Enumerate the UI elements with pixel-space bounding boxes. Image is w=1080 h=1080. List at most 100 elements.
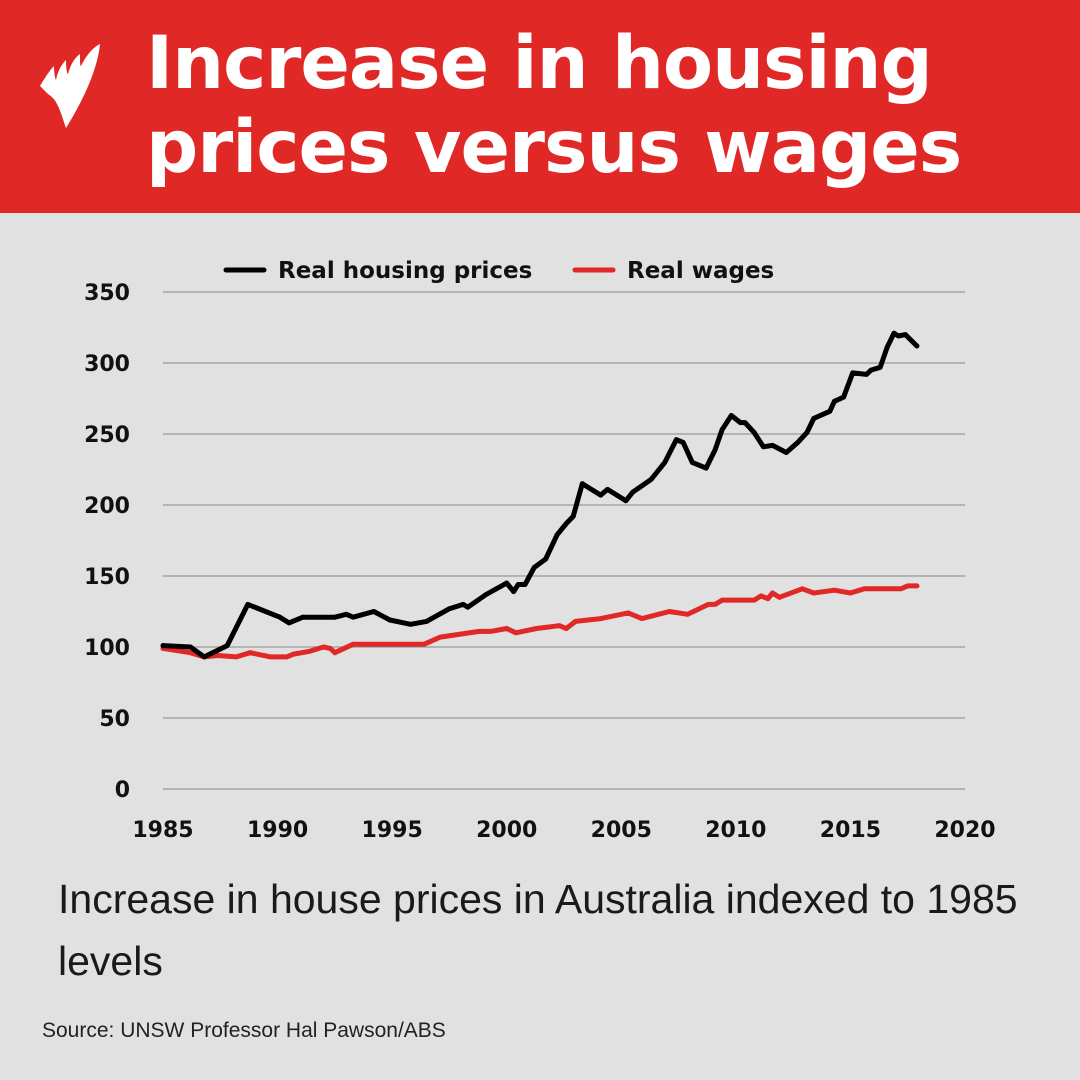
housing-point bbox=[712, 447, 718, 453]
wages-point bbox=[284, 654, 290, 660]
wages-point bbox=[188, 650, 193, 656]
housing-point bbox=[719, 427, 725, 433]
housing-point bbox=[387, 617, 393, 623]
wages-point bbox=[504, 626, 510, 631]
wages-point bbox=[421, 641, 427, 647]
housing-point bbox=[605, 486, 610, 492]
housing-point bbox=[543, 556, 549, 562]
wages-point bbox=[557, 623, 562, 629]
housing-point bbox=[465, 604, 471, 610]
wages-point bbox=[327, 646, 333, 651]
housing-point bbox=[554, 532, 560, 538]
title-line-2: prices versus wages bbox=[146, 105, 962, 190]
housing-point bbox=[579, 481, 585, 487]
wages-point bbox=[476, 628, 482, 634]
housing-point bbox=[515, 582, 521, 587]
housing-point bbox=[408, 621, 413, 627]
x-tick-label: 2010 bbox=[705, 818, 766, 843]
housing-point bbox=[332, 614, 338, 620]
legend-label: Real housing prices bbox=[278, 258, 532, 284]
header-banner: Increase in housing prices versus wages bbox=[0, 0, 1080, 213]
wages-point bbox=[758, 593, 764, 599]
wages-point bbox=[848, 590, 853, 596]
housing-point bbox=[751, 430, 757, 435]
housing-point bbox=[760, 444, 766, 450]
housing-point bbox=[483, 592, 489, 597]
legend-label: Real wages bbox=[627, 258, 774, 284]
housing-point bbox=[680, 440, 686, 445]
wages-point bbox=[765, 596, 771, 602]
broadcaster-logo-icon bbox=[40, 44, 100, 128]
wages-point bbox=[534, 626, 539, 631]
housing-point bbox=[689, 460, 695, 465]
wages-point bbox=[712, 602, 718, 607]
housing-point bbox=[201, 654, 207, 660]
wages-point bbox=[291, 651, 297, 657]
chart-caption: Increase in house prices in Australia in… bbox=[58, 876, 1018, 984]
y-tick-label: 250 bbox=[84, 423, 130, 448]
housing-point bbox=[563, 521, 569, 526]
housing-point bbox=[738, 420, 743, 426]
housing-point bbox=[742, 420, 748, 426]
y-tick-label: 300 bbox=[84, 352, 130, 377]
wages-point bbox=[513, 630, 519, 636]
wages-point bbox=[811, 590, 817, 596]
wages-point bbox=[905, 583, 911, 589]
x-tick-label: 1995 bbox=[362, 818, 423, 843]
wages-point bbox=[751, 597, 757, 603]
wages-point bbox=[831, 587, 837, 593]
housing-point bbox=[623, 498, 629, 504]
housing-point bbox=[703, 465, 709, 471]
housing-point bbox=[884, 344, 890, 350]
housing-point bbox=[831, 398, 837, 404]
housing-point bbox=[827, 408, 833, 414]
housing-point bbox=[891, 330, 897, 336]
housing-point bbox=[277, 614, 283, 620]
wages-point bbox=[332, 650, 338, 656]
housing-point bbox=[648, 477, 654, 482]
housing-point bbox=[286, 620, 292, 626]
x-tick-label: 2015 bbox=[820, 818, 881, 843]
y-tick-label: 0 bbox=[115, 778, 130, 803]
wages-point bbox=[215, 653, 221, 658]
housing-point bbox=[522, 582, 528, 587]
housing-point bbox=[795, 440, 801, 445]
y-tick-label: 50 bbox=[99, 707, 130, 732]
x-tick-label: 2000 bbox=[476, 818, 537, 843]
y-tick-label: 150 bbox=[84, 565, 130, 590]
wages-point bbox=[488, 628, 494, 634]
wages-point bbox=[437, 634, 443, 640]
wages-point bbox=[639, 616, 645, 621]
housing-point bbox=[531, 565, 537, 570]
housing-point bbox=[811, 415, 817, 421]
wages-point bbox=[776, 594, 782, 600]
x-tick-label: 1990 bbox=[247, 818, 308, 843]
wages-point bbox=[233, 654, 239, 660]
y-tick-label: 200 bbox=[84, 494, 130, 519]
housing-point bbox=[841, 394, 846, 400]
y-tick-label: 100 bbox=[84, 636, 130, 661]
housing-prices-line bbox=[160, 330, 920, 660]
wages-point bbox=[705, 602, 711, 607]
wages-point bbox=[307, 648, 313, 654]
wages-point bbox=[719, 597, 725, 603]
page-title: Increase in housing prices versus wages bbox=[146, 22, 962, 190]
housing-point bbox=[914, 343, 920, 349]
x-tick-label: 2005 bbox=[591, 818, 652, 843]
housing-point bbox=[673, 437, 679, 443]
wages-point bbox=[861, 586, 867, 592]
housing-point bbox=[504, 580, 510, 586]
housing-point bbox=[850, 370, 856, 376]
housing-point bbox=[160, 643, 166, 648]
housing-point bbox=[630, 489, 636, 495]
wages-point bbox=[573, 619, 578, 624]
x-tick-label: 1985 bbox=[132, 818, 193, 843]
housing-point bbox=[783, 450, 789, 455]
wages-point bbox=[598, 616, 604, 621]
housing-point bbox=[300, 614, 306, 620]
source-note: Source: UNSW Professor Hal Pawson/ABS bbox=[42, 1019, 446, 1042]
housing-point bbox=[770, 442, 775, 448]
wages-point bbox=[350, 641, 356, 647]
wages-point bbox=[898, 586, 904, 592]
housing-point bbox=[903, 332, 908, 337]
